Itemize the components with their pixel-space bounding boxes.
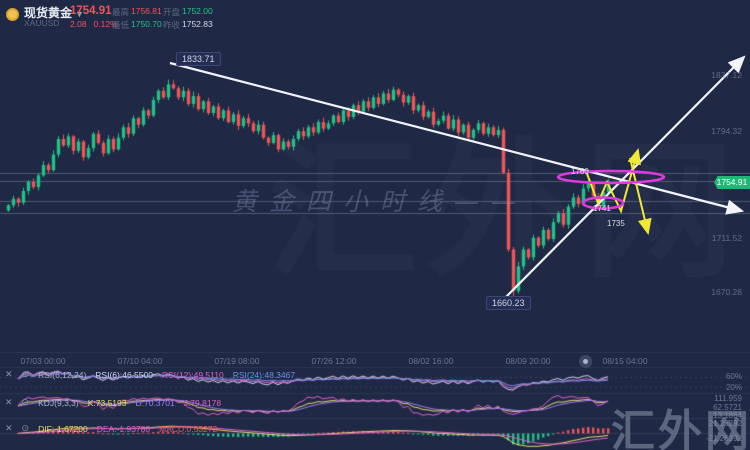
current-price-badge: 1754.91 bbox=[714, 176, 750, 189]
macd-value-token: DEA:-1.93788 bbox=[96, 423, 151, 434]
macd-indicator-row: ✕ ⊙ DIF:-1.67200 DEA:-1.93788 MACD:0.53272 bbox=[5, 423, 217, 434]
indicator-settings-icon[interactable]: ⊙ bbox=[21, 369, 30, 379]
last-price: 1754.91 bbox=[70, 5, 112, 17]
rsi-value-token: RSI(6,12,24) bbox=[38, 369, 87, 380]
resistance-ellipse[interactable] bbox=[556, 169, 666, 185]
time-axis-label: 08/02 16:00 bbox=[408, 356, 454, 366]
watermark-faint: 汇外网 bbox=[268, 90, 742, 307]
descending-trendline[interactable] bbox=[169, 61, 745, 215]
peak-price-label: 1833.71 bbox=[176, 52, 221, 66]
watermark-title: 黄金四小时线—— bbox=[232, 187, 529, 216]
watermark-brand: 汇外网 bbox=[611, 407, 750, 450]
kdj-value-token: D:70.3701 bbox=[135, 397, 175, 408]
kdj-indicator-row: ✕ ⊙ KDJ(9,3,3) K:73.5193 D:70.3701 J:79.817… bbox=[5, 397, 221, 408]
drawing-label-1741: 1741 bbox=[593, 204, 611, 213]
instrument-name: 现货黄金 bbox=[24, 6, 73, 20]
indicator-scale-label: 13.1864 bbox=[713, 411, 742, 420]
stat-value-open: 1752.00 bbox=[182, 6, 213, 16]
close-icon[interactable]: ✕ bbox=[5, 369, 13, 379]
rsi-value-token: RSI(12):49.5110 bbox=[161, 369, 224, 380]
macd-value-token: DIF:-1.67200 bbox=[38, 423, 88, 434]
indicator-scale-label: 62.5721 bbox=[713, 403, 742, 412]
time-axis-label: 08/09 20:00 bbox=[505, 356, 551, 366]
camera-icon[interactable] bbox=[579, 355, 592, 368]
indicator-scale-label: -21.26392 bbox=[705, 434, 742, 443]
price-axis-label: 1794.32 bbox=[711, 125, 742, 136]
time-axis-label: 07/03 00:00 bbox=[20, 356, 66, 366]
price-axis-label: 1711.52 bbox=[711, 233, 742, 244]
drawing-label-1735: 1735 bbox=[607, 219, 625, 228]
indicator-settings-icon[interactable]: ⊙ bbox=[21, 397, 30, 407]
close-icon[interactable]: ✕ bbox=[5, 397, 13, 407]
close-icon[interactable]: ✕ bbox=[5, 423, 13, 433]
stat-value-prevclose: 1752.83 bbox=[182, 19, 213, 29]
macd-value-token: MACD:0.53272 bbox=[159, 423, 218, 434]
instrument-selector[interactable]: 现货黄金 ▼ bbox=[24, 4, 84, 21]
indicator-scale-label: 111.959 bbox=[714, 394, 742, 403]
rsi-value-token: RSI(6):46.5500 bbox=[95, 369, 153, 380]
indicator-settings-icon[interactable]: ⊙ bbox=[21, 423, 30, 433]
time-axis-label: 07/26 12:00 bbox=[311, 356, 357, 366]
stat-label-prevclose: 昨收 bbox=[163, 20, 181, 30]
stat-value-low: 1750.70 bbox=[131, 19, 162, 29]
kdj-value-token: J:79.8178 bbox=[183, 397, 222, 408]
time-axis-label: 07/10 04:00 bbox=[117, 356, 163, 366]
yellow-down-arrow[interactable] bbox=[629, 157, 652, 235]
rsi-indicator-row: ✕ ⊙ RSI(6,12,24) RSI(6):46.5500 RSI(12):49… bbox=[5, 369, 295, 380]
rsi-value-token: RSI(24):48.3467 bbox=[232, 369, 296, 380]
indicator-scale-label: 21.26392 bbox=[708, 419, 742, 428]
drawing-label-1760: 1760 bbox=[571, 167, 589, 176]
indicator-scale-label: 20% bbox=[725, 383, 742, 392]
chevron-down-icon: ▼ bbox=[75, 9, 84, 19]
indicator-scale-label: 60% bbox=[725, 372, 742, 381]
support-ellipse[interactable] bbox=[581, 196, 625, 210]
price-axis-label: 1670.28 bbox=[711, 287, 742, 298]
kdj-value-token: KDJ(9,3,3) bbox=[38, 397, 79, 408]
price-change: 2.08 0.12% bbox=[70, 19, 118, 29]
stat-value-high: 1756.81 bbox=[131, 6, 162, 16]
low-price-label: 1660.23 bbox=[486, 296, 531, 310]
time-axis-label: 08/15 04:00 bbox=[602, 356, 648, 366]
stat-label-open: 开盘 bbox=[163, 7, 181, 17]
ascending-trendline[interactable] bbox=[504, 55, 746, 299]
price-axis-label: 1837.12 bbox=[711, 70, 742, 81]
stat-label-high: 最高 bbox=[112, 7, 130, 17]
time-axis-label: 07/19 08:00 bbox=[214, 356, 260, 366]
kdj-value-token: K:73.5193 bbox=[87, 397, 127, 408]
stat-label-low: 最低 bbox=[112, 20, 130, 30]
gold-coin-icon bbox=[6, 8, 19, 21]
instrument-symbol: XAUUSD bbox=[24, 18, 60, 28]
